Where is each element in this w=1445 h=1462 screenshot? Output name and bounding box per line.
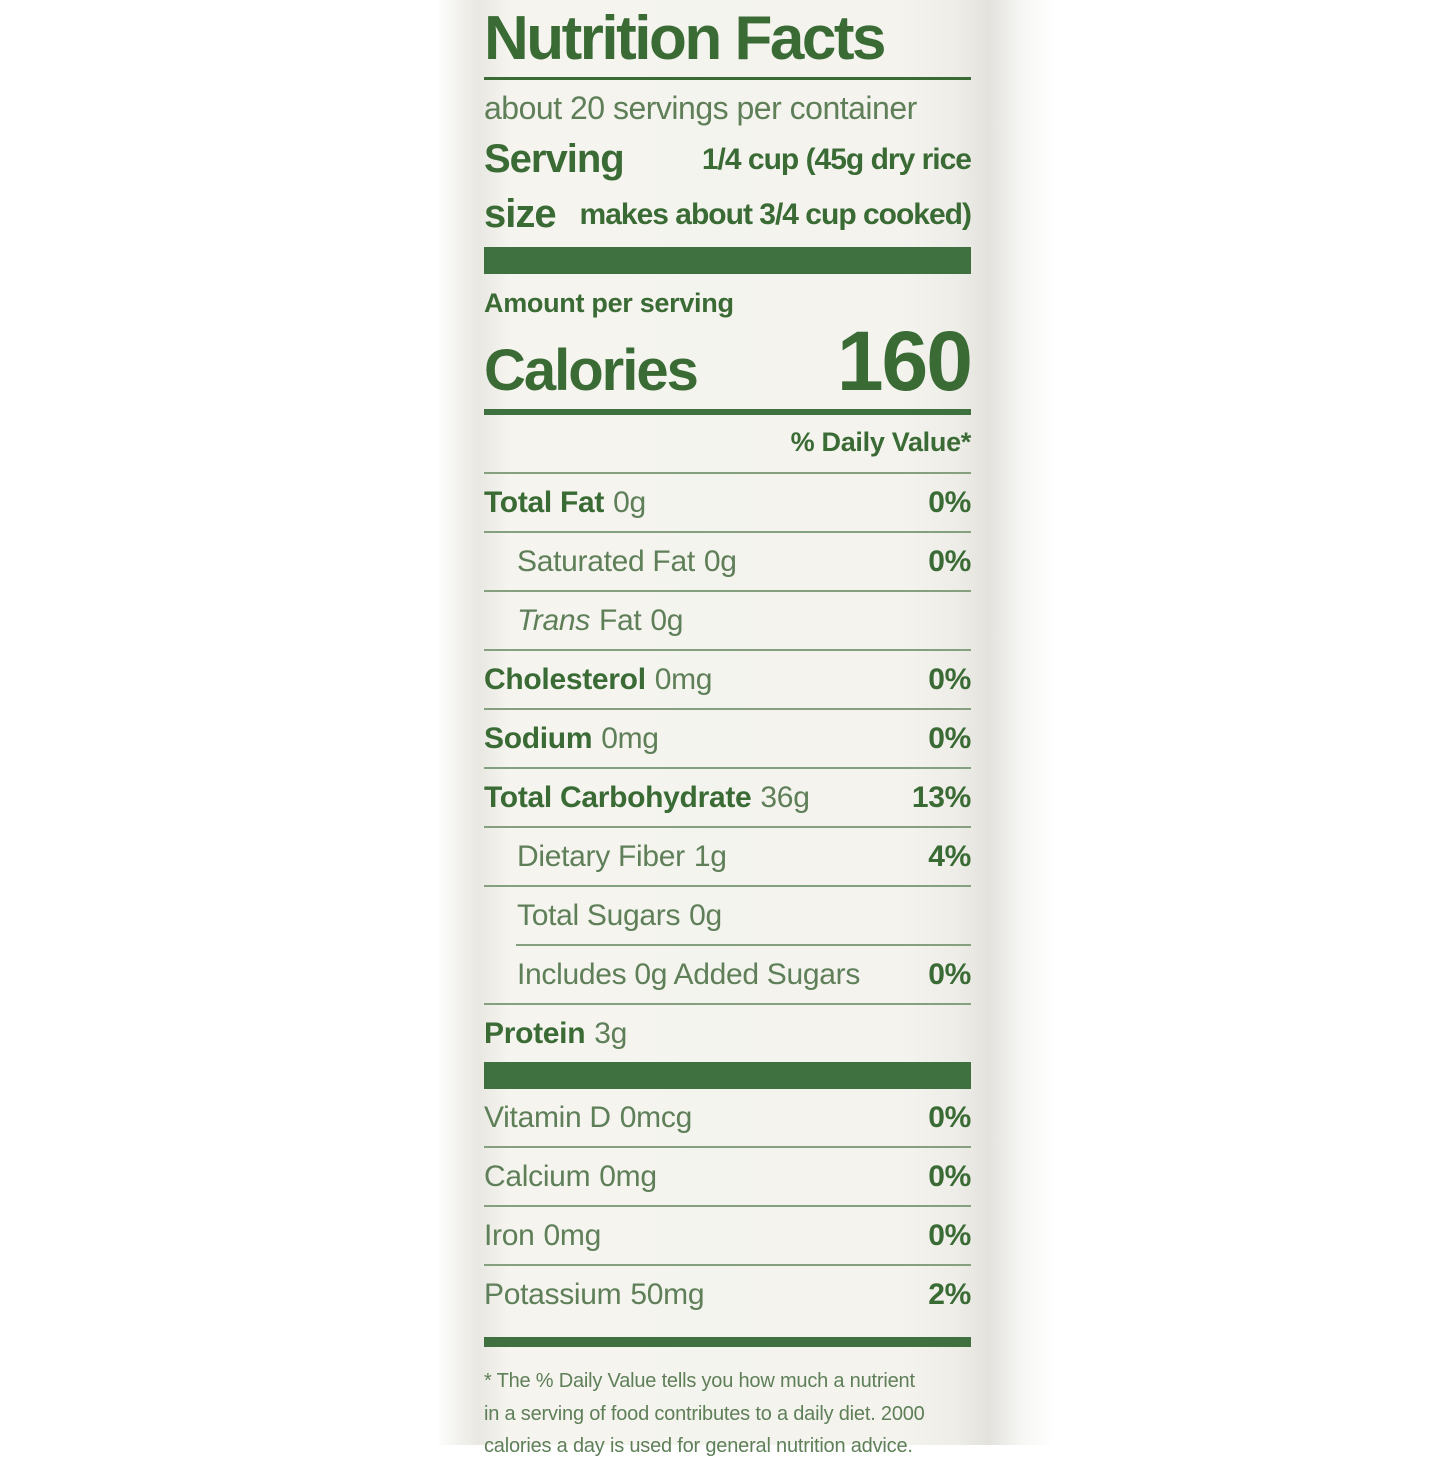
nutrient-name: Dietary Fiber <box>517 840 685 874</box>
serving-size-label: Serving <box>484 137 625 182</box>
nutrient-row-added-sugars: Includes 0g Added Sugars 0% <box>484 946 971 1003</box>
section-divider-bar <box>484 247 971 275</box>
nutrient-amount: 0g <box>703 545 737 579</box>
nutrient-amount: 36g <box>760 781 810 815</box>
nutrient-name: Includes 0g Added Sugars <box>517 958 861 992</box>
nutrient-row-total-fat: Total Fat 0g 0% <box>484 474 971 531</box>
nutrient-dv: 0% <box>928 1160 971 1194</box>
nutrient-name: Vitamin D <box>484 1101 611 1135</box>
nutrient-name: Total Carbohydrate <box>484 781 752 815</box>
nutrient-dv: 0% <box>928 1219 971 1253</box>
nutrient-name: Calcium <box>484 1160 591 1194</box>
nutrient-dv: 0% <box>928 486 971 520</box>
nutrient-name-italic: Trans <box>517 604 590 638</box>
nutrient-row-total-carbohydrate: Total Carbohydrate 36g 13% <box>484 769 971 826</box>
row-rule <box>484 767 971 770</box>
nutrient-name: Potassium <box>484 1278 622 1312</box>
amount-per-serving-label: Amount per serving <box>484 288 734 319</box>
calories-rule <box>484 409 971 416</box>
nutrient-dv: 0% <box>928 663 971 697</box>
nutrient-row-total-sugars: Total Sugars 0g <box>484 887 971 944</box>
nutrient-row-cholesterol: Cholesterol 0mg 0% <box>484 651 971 708</box>
row-rule <box>484 472 971 475</box>
nutrient-amount: 0mg <box>654 663 713 697</box>
footnote-divider-bar <box>484 1337 971 1348</box>
serving-size-line-1: Serving 1/4 cup (45g dry rice <box>484 131 972 184</box>
nutrient-dv: 4% <box>928 840 971 874</box>
nutrient-amount: 1g <box>693 840 727 874</box>
calories-value: 160 <box>836 314 973 409</box>
row-rule <box>484 885 971 888</box>
servings-per-container: about 20 servings per container <box>484 90 917 127</box>
micronutrient-row-potassium: Potassium 50mg 2% <box>484 1266 971 1323</box>
nutrient-name: Saturated Fat <box>517 545 695 579</box>
nutrient-dv: 13% <box>911 781 971 815</box>
serving-size-label: size <box>484 192 557 237</box>
micronutrient-row-vitamin-d: Vitamin D 0mcg 0% <box>484 1089 971 1146</box>
serving-size-value: 1/4 cup (45g dry rice <box>701 142 972 176</box>
nutrient-row-sodium: Sodium 0mg 0% <box>484 710 971 767</box>
nutrient-amount: 0mcg <box>619 1101 692 1135</box>
calories-label: Calories <box>484 338 699 404</box>
nutrient-dv: 0% <box>928 1101 971 1135</box>
serving-size-line-2: size makes about 3/4 cup cooked) <box>484 184 972 247</box>
nutrient-row-saturated-fat: Saturated Fat 0g 0% <box>484 533 971 590</box>
calories-row: Calories 160 <box>484 314 973 409</box>
daily-value-header: % Daily Value* <box>790 427 972 458</box>
nutrient-name: Total Fat <box>484 486 605 520</box>
nutrient-amount: 0mg <box>599 1160 657 1194</box>
nutrient-name: Sodium <box>484 722 593 756</box>
nutrient-dv: 2% <box>928 1278 971 1312</box>
row-rule <box>484 531 971 534</box>
footnote-line: calories a day is used for general nutri… <box>484 1434 913 1457</box>
nutrient-name: Fat <box>598 604 642 638</box>
nutrient-name: Protein <box>484 1017 586 1051</box>
row-rule <box>484 1264 971 1267</box>
nutrient-row-dietary-fiber: Dietary Fiber 1g 4% <box>484 828 971 885</box>
nutrient-amount: 0g <box>689 899 722 933</box>
nutrient-row-trans-fat: Trans Fat 0g <box>484 592 971 649</box>
section-divider-bar <box>484 1062 971 1090</box>
nutrient-dv: 0% <box>928 545 971 579</box>
row-rule <box>484 649 971 652</box>
nutrient-row-protein: Protein 3g <box>484 1005 971 1062</box>
nutrient-amount: 50mg <box>630 1278 705 1312</box>
row-rule <box>484 1146 971 1149</box>
row-rule <box>484 826 971 829</box>
nutrient-dv: 0% <box>928 722 971 756</box>
nutrient-amount: 0mg <box>543 1219 602 1253</box>
row-rule <box>484 708 971 711</box>
nutrient-amount: 0g <box>650 604 684 638</box>
micronutrient-row-iron: Iron 0mg 0% <box>484 1207 971 1264</box>
micronutrient-row-calcium: Calcium 0mg 0% <box>484 1148 971 1205</box>
row-rule-inset <box>516 944 971 947</box>
nutrient-name: Iron <box>484 1219 535 1253</box>
nutrition-facts-label: Nutrition Facts about 20 servings per co… <box>484 0 973 1462</box>
serving-size-value: makes about 3/4 cup cooked) <box>579 197 972 231</box>
footnote-line: * The % Daily Value tells you how much a… <box>484 1370 915 1393</box>
footnote-line: in a serving of food contributes to a da… <box>484 1402 925 1425</box>
nutrition-facts-title: Nutrition Facts <box>484 4 886 73</box>
nutrient-name: Total Sugars <box>517 899 681 933</box>
nutrient-amount: 0mg <box>601 722 659 756</box>
nutrient-amount: 0g <box>613 486 646 520</box>
row-rule <box>484 1003 971 1006</box>
title-rule <box>484 77 971 81</box>
row-rule <box>484 1205 971 1208</box>
nutrient-amount: 3g <box>594 1017 628 1051</box>
nutrient-dv: 0% <box>928 958 971 992</box>
nutrient-name: Cholesterol <box>484 663 646 697</box>
row-rule <box>484 590 971 593</box>
